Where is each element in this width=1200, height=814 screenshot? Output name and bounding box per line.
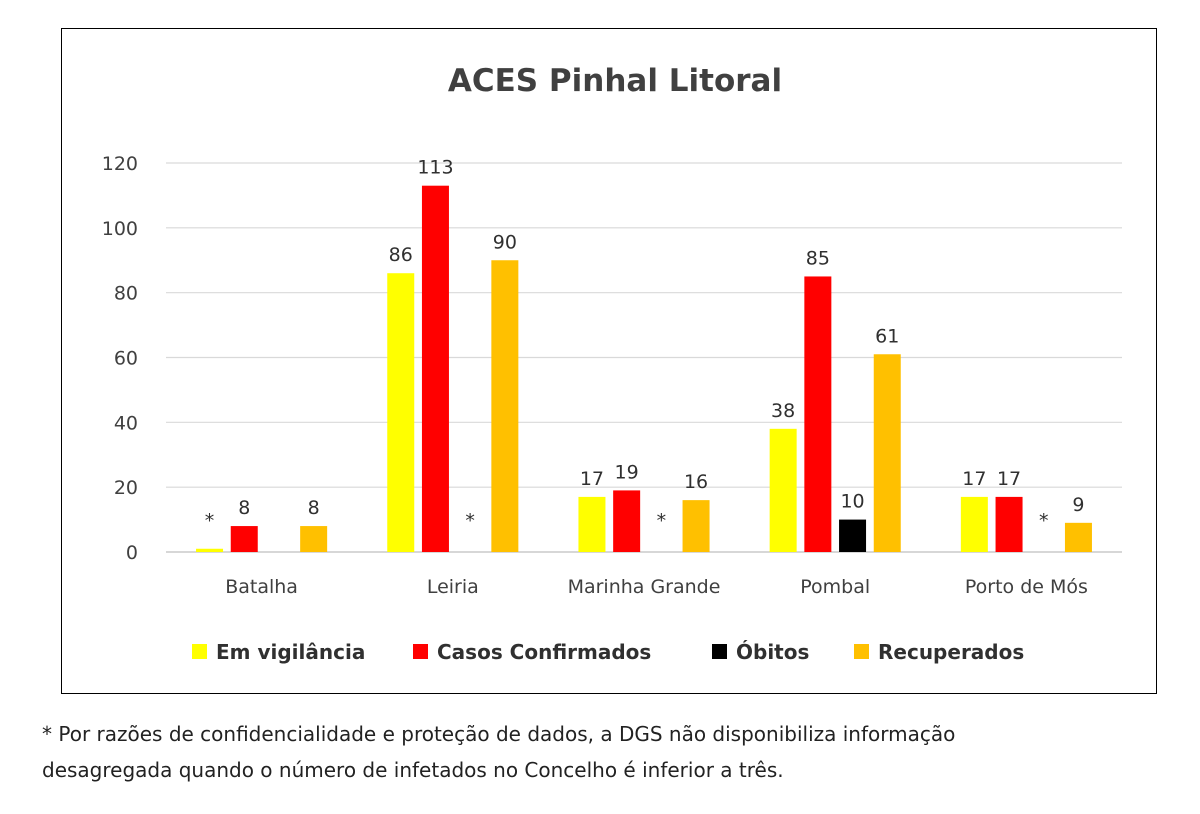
data-labels: * 8 8 86 113 * 90 17 19 * 16 38 85 10 61 17 17 * 9 (205, 157, 1085, 532)
bar (230, 526, 258, 552)
category-label: Marinha Grande (568, 576, 721, 598)
bar-chart: ACES Pinhal Litoral 0 20 40 60 80 100 120 * 8 8 8… (102, 63, 1122, 664)
data-label: 8 (238, 497, 250, 519)
bar (995, 496, 1023, 552)
legend-label: Recuperados (878, 640, 1024, 664)
legend: Em vigilância Casos Confirmados Óbitos Recu… (192, 640, 1024, 664)
data-label: * (465, 510, 475, 532)
bar (491, 260, 519, 552)
category-label: Leiria (427, 576, 479, 598)
data-label: 8 (308, 497, 320, 519)
data-label: 38 (771, 400, 795, 422)
data-label: 17 (962, 468, 986, 490)
legend-swatch (192, 644, 207, 659)
data-label: 61 (875, 325, 899, 347)
bar (960, 496, 988, 552)
bar (1064, 522, 1092, 552)
data-label: * (657, 510, 667, 532)
bar (578, 496, 606, 552)
bar (769, 428, 797, 552)
data-label: 90 (493, 231, 517, 253)
bar (613, 490, 641, 552)
data-label: * (205, 510, 215, 532)
data-label: 19 (615, 461, 639, 483)
data-label: 9 (1072, 494, 1084, 516)
legend-swatch (854, 644, 869, 659)
legend-label: Em vigilância (216, 640, 365, 664)
y-tick-label: 120 (102, 153, 138, 175)
legend-swatch (413, 644, 428, 659)
data-label: 113 (417, 157, 453, 179)
bar (804, 276, 832, 552)
footnote-line-1: * Por razões de confidencialidade e prot… (42, 722, 956, 746)
y-tick-label: 20 (114, 477, 138, 499)
category-label: Porto de Mós (965, 576, 1088, 598)
chart-title: ACES Pinhal Litoral (448, 63, 782, 99)
y-tick-label: 60 (114, 348, 138, 370)
category-label: Batalha (225, 576, 298, 598)
bar (839, 519, 867, 552)
bar (387, 273, 415, 552)
bar (196, 548, 224, 552)
chart-frame: ACES Pinhal Litoral 0 20 40 60 80 100 120 * 8 8 8… (61, 28, 1157, 694)
data-label: * (1039, 510, 1049, 532)
bar (300, 526, 328, 552)
data-label: 17 (580, 468, 604, 490)
x-axis-categories: Batalha Leiria Marinha Grande Pombal Porto d… (225, 576, 1088, 598)
y-tick-label: 100 (102, 218, 138, 240)
y-tick-label: 40 (114, 412, 138, 434)
legend-swatch (712, 644, 727, 659)
y-tick-label: 0 (126, 542, 138, 564)
data-label: 17 (997, 468, 1021, 490)
y-axis-ticks: 0 20 40 60 80 100 120 (102, 153, 138, 564)
bar (873, 354, 901, 552)
footnote-line-2: desagregada quando o número de infetados… (42, 758, 784, 782)
data-label: 86 (389, 244, 413, 266)
category-label: Pombal (800, 576, 870, 598)
y-tick-label: 80 (114, 283, 138, 305)
data-label: 10 (840, 491, 864, 513)
gridlines (166, 162, 1122, 553)
data-label: 85 (806, 247, 830, 269)
bars (196, 185, 1092, 553)
legend-label: Casos Confirmados (437, 640, 651, 664)
bar (682, 500, 710, 552)
footnote: * Por razões de confidencialidade e prot… (42, 716, 1162, 788)
data-label: 16 (684, 471, 708, 493)
bar (421, 185, 449, 553)
legend-label: Óbitos (736, 640, 809, 664)
